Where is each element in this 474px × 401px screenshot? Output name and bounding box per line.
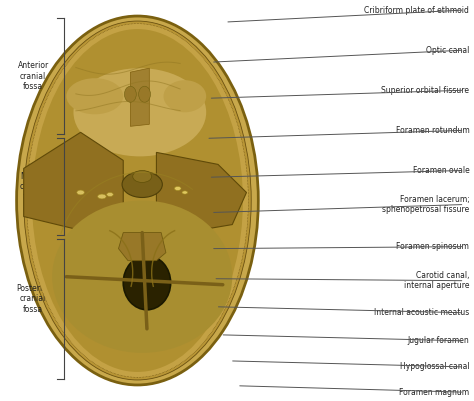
Polygon shape [24, 132, 123, 233]
Text: Optic canal: Optic canal [426, 46, 469, 55]
Ellipse shape [174, 186, 181, 190]
Text: Middle
cranial
fossa: Middle cranial fossa [20, 172, 46, 201]
Text: Internal acoustic meatus: Internal acoustic meatus [374, 308, 469, 317]
Text: Cribriform plate of ethmoid: Cribriform plate of ethmoid [365, 6, 469, 14]
Text: Foramen lacerum;
sphenopetrosal fissure: Foramen lacerum; sphenopetrosal fissure [382, 195, 469, 214]
Polygon shape [156, 152, 246, 233]
Text: Posterior
cranial
fossa: Posterior cranial fossa [16, 284, 50, 314]
Ellipse shape [124, 86, 137, 102]
Ellipse shape [32, 29, 243, 372]
Text: Foramen ovale: Foramen ovale [412, 166, 469, 175]
Ellipse shape [123, 256, 171, 310]
Ellipse shape [138, 86, 151, 102]
Text: Carotid canal,
internal aperture: Carotid canal, internal aperture [404, 271, 469, 290]
Ellipse shape [164, 80, 206, 112]
Text: Foramen magnum: Foramen magnum [399, 388, 469, 397]
Text: Superior orbital fissure: Superior orbital fissure [381, 86, 469, 95]
Text: Foramen spinosum: Foramen spinosum [396, 242, 469, 251]
Ellipse shape [66, 78, 123, 114]
Ellipse shape [182, 191, 188, 194]
Text: Anterior
cranial
fossa: Anterior cranial fossa [18, 61, 49, 91]
Ellipse shape [77, 190, 84, 195]
Ellipse shape [107, 192, 113, 196]
Ellipse shape [27, 24, 248, 377]
Text: Foramen rotundum: Foramen rotundum [395, 126, 469, 135]
Ellipse shape [17, 16, 258, 385]
Text: Jugular foramen: Jugular foramen [408, 336, 469, 345]
Text: Hypoglossal canal: Hypoglossal canal [400, 363, 469, 371]
Ellipse shape [52, 200, 232, 353]
Ellipse shape [73, 68, 206, 156]
Ellipse shape [122, 172, 162, 197]
Ellipse shape [98, 194, 106, 199]
Ellipse shape [24, 21, 251, 380]
Polygon shape [130, 68, 149, 126]
Polygon shape [118, 233, 166, 261]
Ellipse shape [133, 170, 152, 182]
